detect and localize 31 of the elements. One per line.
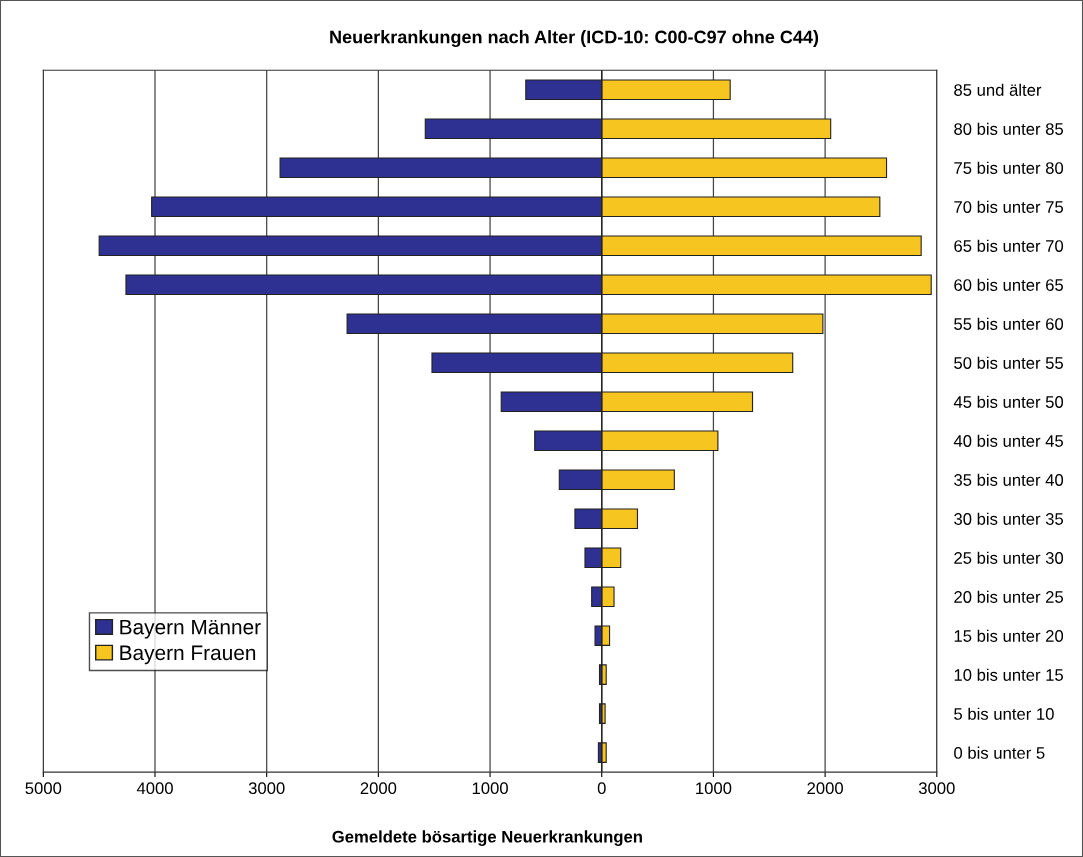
y-tick-label: 35 bis unter 40 (954, 473, 1064, 486)
x-tick-label: 3000 (248, 782, 285, 795)
y-tick-label: 85 und älter (954, 83, 1042, 96)
y-tick-label: 65 bis unter 70 (954, 239, 1064, 252)
y-tick-label: 60 bis unter 65 (954, 278, 1064, 291)
x-tick-label: 2000 (807, 782, 843, 795)
y-tick-label: 15 bis unter 20 (954, 629, 1064, 642)
x-tick-label: 5000 (25, 782, 62, 795)
y-tick-label: 30 bis unter 35 (954, 512, 1064, 525)
x-tick-label: 2000 (360, 782, 397, 795)
y-tick-label: 45 bis unter 50 (953, 395, 1064, 408)
y-tick-label: 75 bis unter 80 (954, 161, 1064, 174)
x-tick-label: 1000 (472, 782, 508, 795)
y-tick-label: 0 bis unter 5 (954, 746, 1045, 759)
y-tick-label: 40 bis unter 45 (953, 434, 1064, 447)
x-tick-label: 4000 (136, 782, 173, 795)
y-tick-label: 70 bis unter 75 (954, 200, 1064, 213)
y-tick-label: 10 bis unter 15 (954, 668, 1064, 681)
y-tick-label: 80 bis unter 85 (954, 122, 1064, 135)
chart-title: Neuerkrankungen nach Alter (ICD-10: C00-C97 ohne C44) (330, 30, 819, 48)
legend-label: Bayern Männer (120, 619, 261, 639)
x-tick-label: 0 (597, 782, 606, 795)
y-tick-label: 25 bis unter 30 (954, 551, 1064, 564)
x-tick-label: 1000 (696, 782, 732, 795)
x-axis-title: Gemeldete bösartige Neuerkrankungen (332, 830, 642, 846)
x-tick-label: 3000 (918, 782, 955, 795)
y-tick-label: 55 bis unter 60 (954, 317, 1064, 330)
legend-label: Bayern Frauen (120, 645, 256, 665)
y-tick-label: 20 bis unter 25 (954, 590, 1064, 603)
y-tick-label: 50 bis unter 55 (954, 356, 1064, 369)
y-tick-label: 5 bis unter 10 (954, 707, 1054, 720)
